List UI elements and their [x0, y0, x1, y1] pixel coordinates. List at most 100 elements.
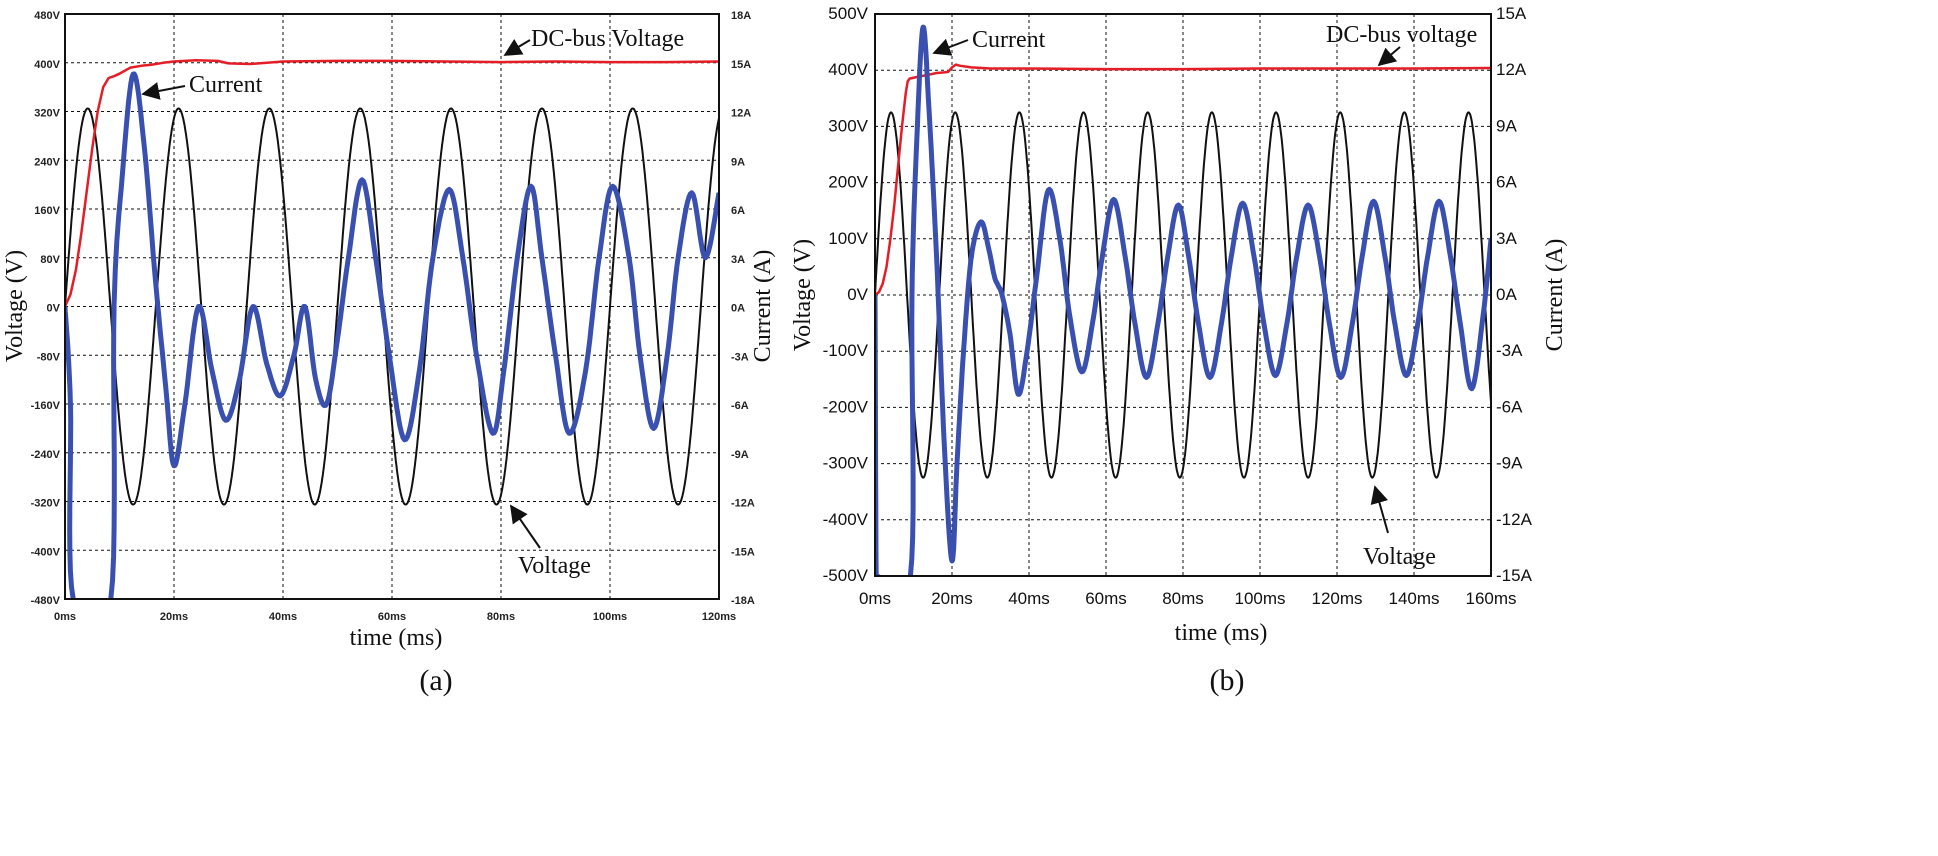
series-line-current [875, 24, 1491, 576]
x-tick-label: 20ms [931, 589, 973, 608]
chart-panel-a: 480V 400V 320V 240V 160V 80V 0V -80V -160V -240V -… [2, 10, 776, 697]
y-tick-label: 300V [828, 116, 868, 135]
x-tick-label: 100ms [593, 611, 627, 623]
annotation-label: DC-bus Voltage [531, 26, 684, 52]
y-tick-label: -320V [31, 498, 61, 510]
panel-caption: (b) [1210, 664, 1245, 697]
chart-panel-b: 500V 400V 300V 200V 100V 0V -100V -200V -300V -40… [790, 4, 1568, 697]
y2-tick-label: 12A [1496, 60, 1527, 79]
y2-tick-labels: 15A 12A 9A 6A 3A 0A -3A -6A -9A -12A -15A [1496, 4, 1533, 585]
x-tick-label: 40ms [269, 611, 297, 623]
x-axis-title: time (ms) [1175, 620, 1268, 646]
annotation-dc-bus: DC-bus voltage [1326, 22, 1477, 67]
annotation-label: Voltage [518, 553, 591, 579]
x-tick-label: 120ms [702, 611, 736, 623]
x-axis-title: time (ms) [350, 625, 443, 651]
series-line-current [65, 71, 719, 599]
x-tick-label: 120ms [1311, 589, 1362, 608]
y2-axis-title: Current (A) [750, 250, 776, 363]
annotation-voltage: Voltage [509, 504, 591, 579]
annotation-label: Voltage [1363, 544, 1436, 570]
x-tick-label: 0ms [859, 589, 891, 608]
y2-tick-label: -15A [1496, 566, 1533, 585]
y-tick-label: -400V [823, 510, 869, 529]
series-line-voltage [65, 107, 719, 506]
x-tick-label: 80ms [487, 611, 515, 623]
annotation-voltage: Voltage [1363, 485, 1436, 570]
y2-tick-label: 0A [731, 303, 745, 315]
y-tick-label: 80V [40, 254, 60, 266]
x-tick-label: 60ms [1085, 589, 1127, 608]
series-group [875, 24, 1491, 576]
y2-tick-label: 9A [1496, 116, 1517, 135]
y2-tick-labels: 18A 15A 12A 9A 6A 3A 0A -3A -6A -9A -12A -15A -18A [731, 10, 755, 607]
x-tick-labels: 0ms 20ms 40ms 60ms 80ms 100ms 120ms [54, 611, 736, 623]
annotation-label: Current [189, 72, 263, 98]
x-tick-label: 140ms [1388, 589, 1439, 608]
y-tick-label: 400V [34, 59, 60, 71]
annotation-label: DC-bus voltage [1326, 22, 1477, 48]
y-tick-label: 320V [34, 108, 60, 120]
annotation-dc-bus: DC-bus Voltage [503, 26, 684, 56]
y-axis-title: Voltage (V) [790, 239, 816, 351]
y2-tick-label: 3A [731, 254, 745, 266]
y-tick-label: 500V [828, 4, 868, 23]
annotation-arrow [141, 82, 186, 100]
y2-axis-title: Current (A) [1542, 239, 1568, 352]
x-tick-label: 60ms [378, 611, 406, 623]
y2-tick-label: -9A [1496, 454, 1523, 473]
x-tick-labels: 0ms 20ms 40ms 60ms 80ms 100ms 120ms 140ms 160ms [859, 589, 1517, 608]
y-tick-label: 480V [34, 10, 60, 22]
annotation-arrow [509, 504, 541, 549]
annotation-arrow [1377, 46, 1401, 67]
y-tick-labels: 480V 400V 320V 240V 160V 80V 0V -80V -160V -240V -… [31, 10, 61, 607]
y2-tick-label: -6A [731, 400, 749, 412]
y2-tick-label: -9A [731, 449, 749, 461]
y-tick-label: -480V [31, 595, 61, 607]
plot-frame [64, 13, 720, 600]
x-tick-label: 40ms [1008, 589, 1050, 608]
y-tick-label: -160V [31, 400, 61, 412]
y2-tick-label: 3A [1496, 229, 1517, 248]
annotation-arrow [1370, 485, 1389, 534]
y2-tick-label: 9A [731, 156, 745, 168]
grid-lines [65, 14, 719, 599]
annotation-current: Current [932, 27, 1046, 56]
y-tick-label: 400V [828, 60, 868, 79]
y-tick-label: -100V [823, 341, 869, 360]
y2-tick-label: -15A [731, 546, 755, 558]
x-tick-label: 0ms [54, 611, 76, 623]
y-tick-label: 160V [34, 205, 60, 217]
plot-frame [874, 13, 1492, 577]
y2-tick-label: 12A [731, 108, 751, 120]
annotation-label: Current [972, 27, 1046, 53]
series-line-dc-bus-voltage [65, 59, 719, 308]
y2-tick-label: -12A [731, 498, 755, 510]
y2-tick-label: -3A [731, 351, 749, 363]
y-tick-label: -80V [37, 351, 61, 363]
y2-tick-label: 18A [731, 10, 751, 22]
y2-tick-label: 6A [731, 205, 745, 217]
y-tick-label: -240V [31, 449, 61, 461]
x-tick-label: 100ms [1234, 589, 1285, 608]
y2-tick-label: -12A [1496, 510, 1533, 529]
y2-tick-label: 6A [1496, 173, 1517, 192]
y-tick-label: -200V [823, 397, 869, 416]
y2-tick-label: -18A [731, 595, 755, 607]
y2-tick-label: 15A [731, 59, 751, 71]
y-tick-label: 0V [47, 303, 61, 315]
annotation-current: Current [141, 72, 263, 100]
y-tick-label: 0V [847, 285, 868, 304]
y2-tick-label: 0A [1496, 285, 1517, 304]
series-line-dc-bus-voltage [875, 63, 1491, 297]
y-tick-label: 200V [828, 173, 868, 192]
x-tick-label: 80ms [1162, 589, 1204, 608]
y-axis-title: Voltage (V) [2, 250, 28, 362]
y2-tick-label: 15A [1496, 4, 1527, 23]
y-tick-label: 240V [34, 156, 60, 168]
y-tick-label: -300V [823, 454, 869, 473]
y2-tick-label: -6A [1496, 397, 1523, 416]
y-tick-label: -400V [31, 546, 61, 558]
y-tick-labels: 500V 400V 300V 200V 100V 0V -100V -200V -300V -40… [823, 4, 869, 585]
